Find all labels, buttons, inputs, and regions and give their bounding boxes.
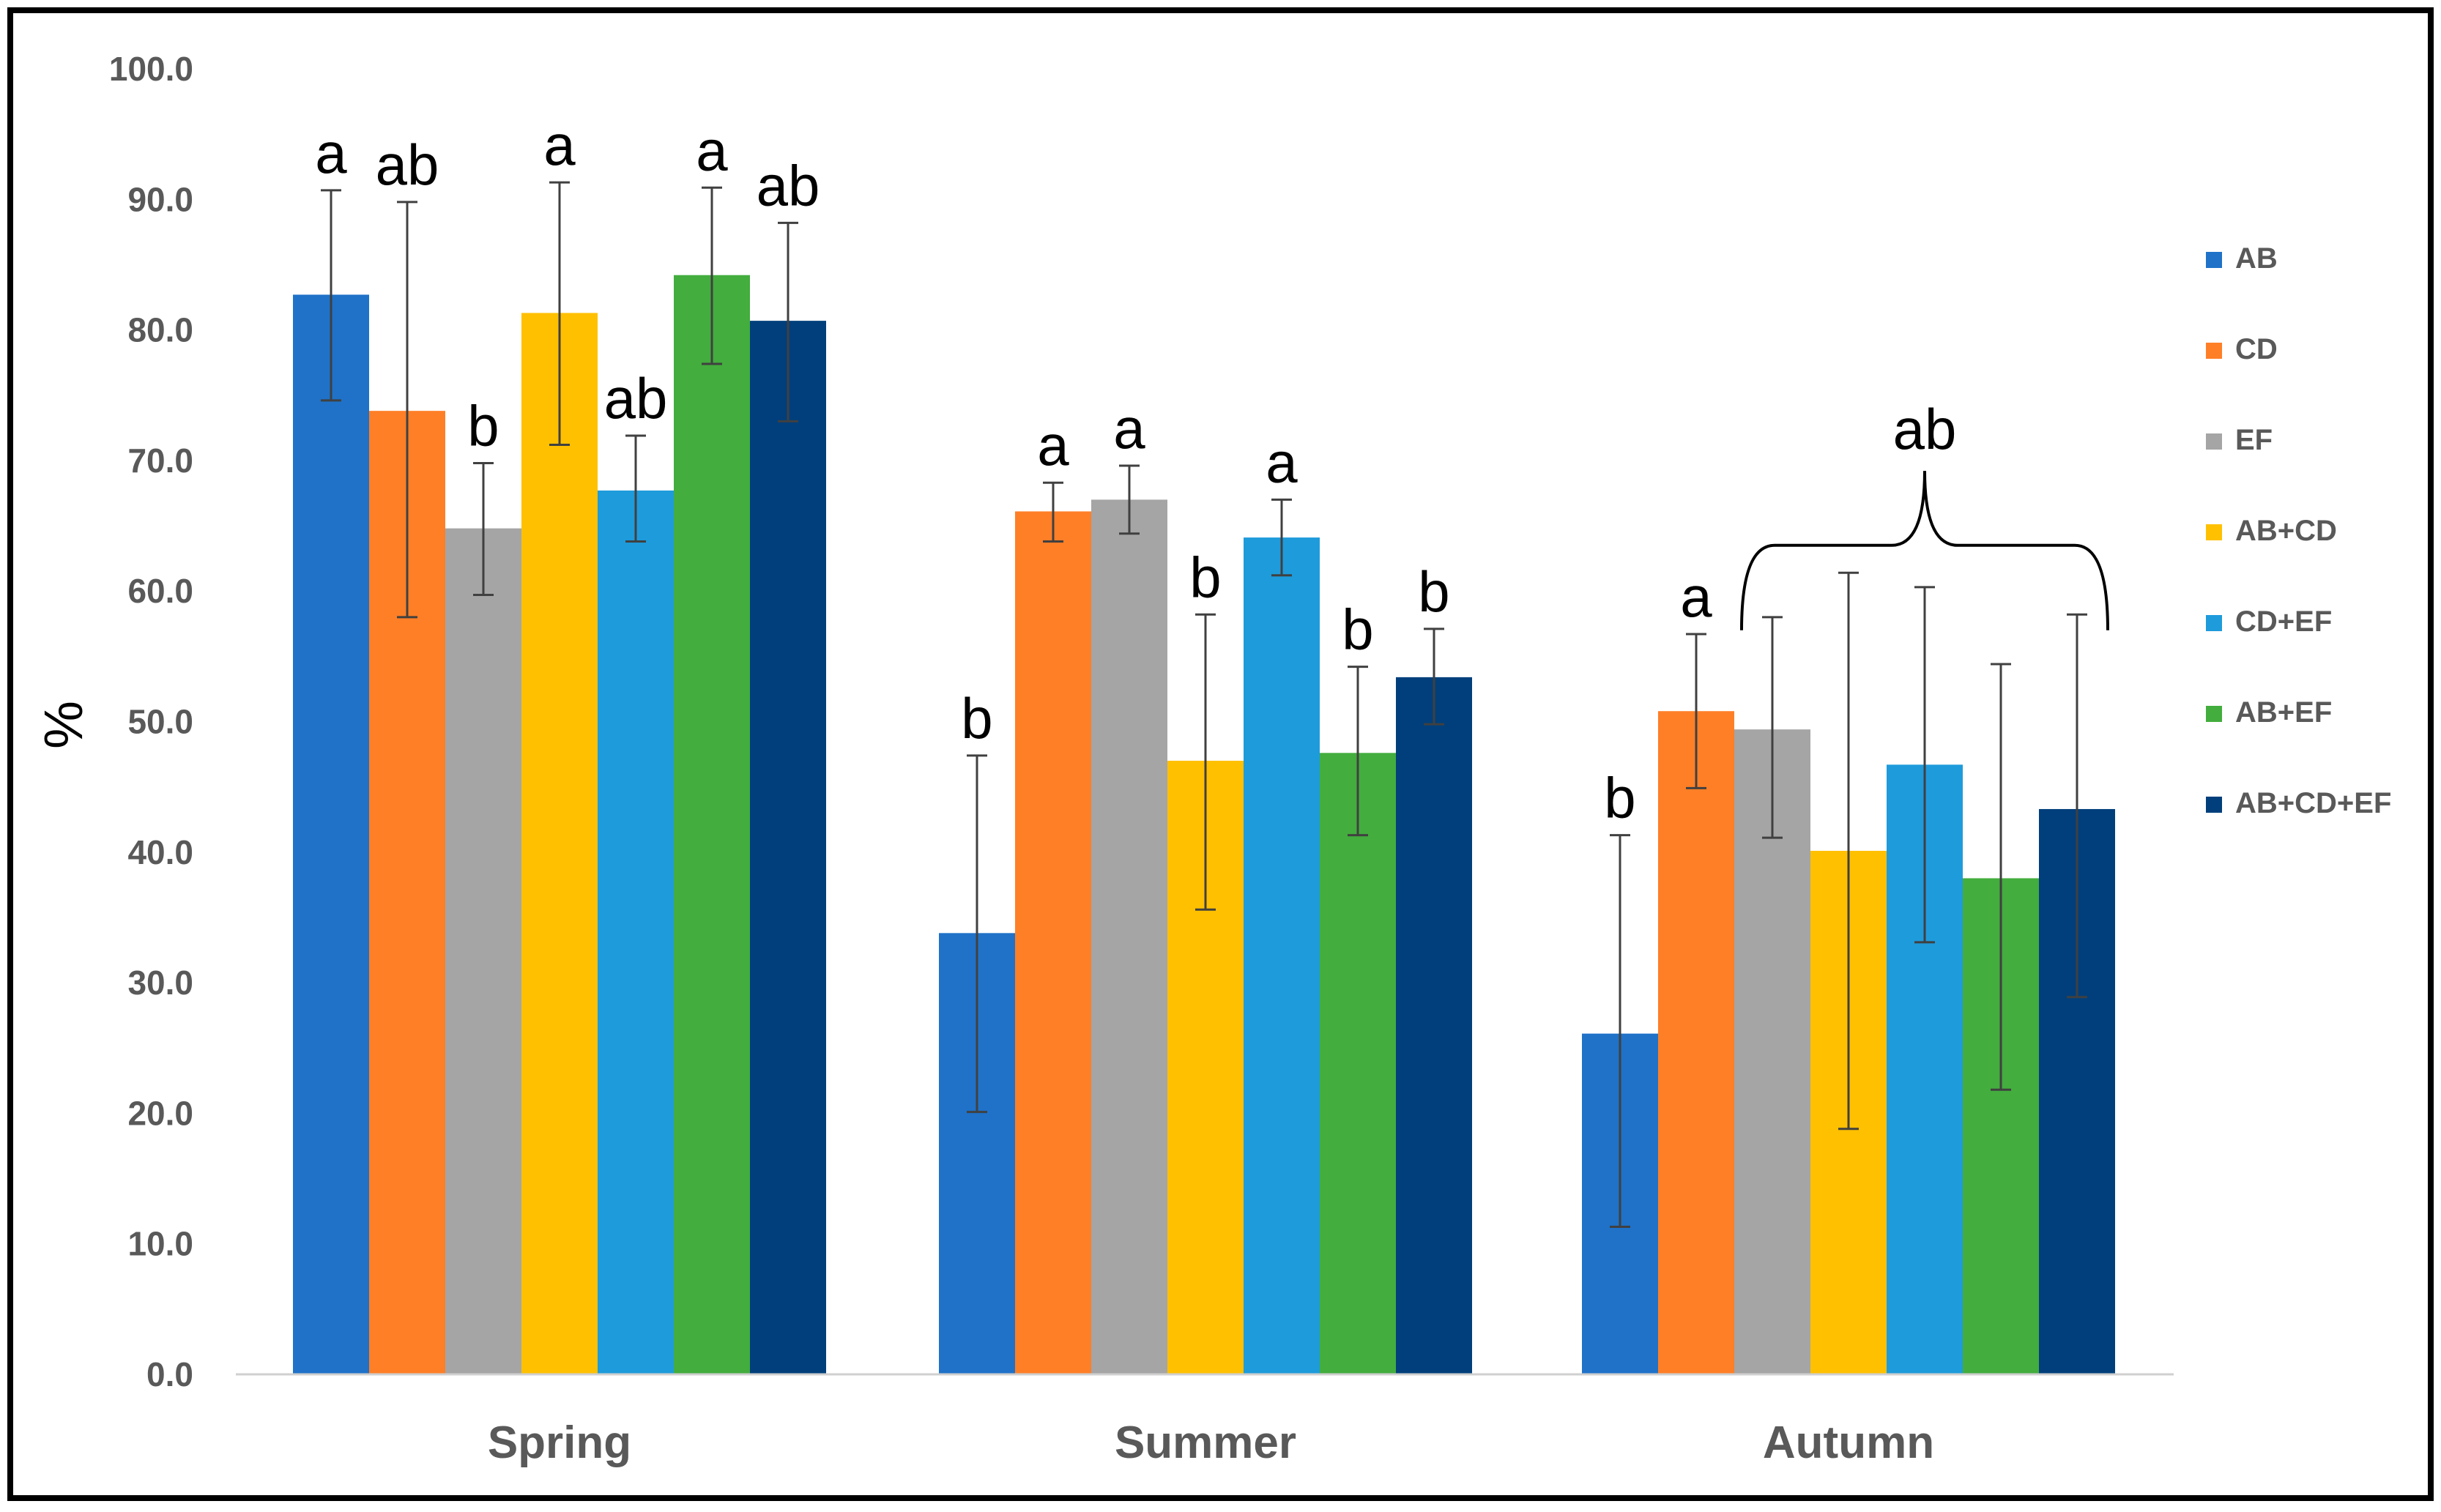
significance-letter: ab (604, 366, 668, 431)
bar (521, 313, 598, 1374)
y-axis-label: % (33, 701, 94, 749)
annotations: ab (1740, 397, 2109, 630)
bar (1658, 711, 1734, 1374)
error-bars (321, 181, 2087, 1229)
legend-label: AB+CD+EF (2235, 787, 2391, 819)
significance-letter: a (1680, 565, 1712, 629)
x-axis-labels: Spring Summer Autumn (488, 1418, 1934, 1468)
y-tick-label: 50.0 (127, 703, 193, 741)
bar (750, 321, 826, 1374)
error-bar (778, 221, 798, 422)
annotation-brace (1740, 471, 2109, 630)
error-bar (625, 434, 646, 543)
legend-label: EF (2235, 424, 2273, 456)
significance-letter: a (315, 121, 347, 185)
error-bar (967, 754, 987, 1114)
error-bar (473, 461, 494, 597)
error-bar (1991, 663, 2011, 1091)
significance-letter: b (1189, 545, 1221, 609)
significance-letter: ab (376, 133, 439, 197)
legend-swatch (2206, 797, 2222, 813)
significance-letter: a (543, 113, 576, 177)
error-bar (1424, 627, 1444, 726)
error-bar (2067, 613, 2087, 999)
bar (674, 275, 750, 1374)
significance-letter: a (1113, 396, 1145, 461)
significance-letter: b (1418, 559, 1449, 624)
legend-label: AB (2235, 242, 2278, 275)
bar (598, 490, 674, 1375)
significance-letter: b (961, 686, 992, 751)
error-bar (1914, 586, 1935, 944)
bar (1244, 537, 1320, 1375)
bars (293, 275, 2115, 1375)
y-tick-label: 100.0 (109, 50, 193, 88)
y-tick-label: 90.0 (127, 180, 193, 218)
significance-letter: ab (757, 153, 820, 217)
error-bar (549, 181, 570, 447)
legend-item: AB+CD+EF (2206, 787, 2391, 819)
legend-swatch (2206, 615, 2222, 631)
legend: AB CD EF AB+CD CD+EF AB+EF AB+CD+EF (2206, 242, 2391, 819)
error-bar (1043, 481, 1063, 543)
significance-letter: b (1604, 766, 1635, 830)
legend-swatch (2206, 252, 2222, 268)
y-tick-label: 40.0 (127, 833, 193, 871)
significance-letter: b (1342, 597, 1373, 662)
annotation-label: ab (1893, 397, 1957, 461)
legend-label: AB+CD (2235, 515, 2337, 547)
bar (1320, 753, 1396, 1374)
legend-swatch (2206, 524, 2222, 540)
legend-label: CD (2235, 333, 2278, 365)
legend-item: EF (2206, 424, 2273, 456)
error-bar (1838, 571, 1859, 1131)
significance-letter: a (1266, 430, 1298, 494)
x-category-label: Summer (1115, 1418, 1296, 1468)
y-tick-label: 70.0 (127, 442, 193, 480)
error-bar (1686, 633, 1706, 789)
legend-label: AB+EF (2235, 696, 2332, 729)
significance-letter: a (1037, 413, 1069, 477)
y-tick-label: 60.0 (127, 572, 193, 610)
legend-item: CD (2206, 333, 2278, 365)
error-bar (1271, 498, 1292, 577)
legend-swatch (2206, 433, 2222, 450)
y-tick-label: 20.0 (127, 1094, 193, 1132)
y-axis-ticks: 0.0 10.0 20.0 30.0 40.0 50.0 60.0 70.0 80.0 90.0 1… (109, 50, 193, 1393)
error-bar (1610, 834, 1630, 1229)
x-category-label: Autumn (1763, 1418, 1934, 1468)
error-bar (1195, 613, 1216, 911)
bar (1396, 677, 1472, 1374)
significance-letter: b (467, 393, 499, 458)
legend-item: AB+CD (2206, 515, 2337, 547)
significance-letter: a (696, 118, 728, 182)
bar (1091, 499, 1167, 1374)
legend-swatch (2206, 343, 2222, 359)
bar (1015, 511, 1091, 1374)
x-category-label: Spring (488, 1418, 631, 1468)
error-bar (397, 201, 417, 619)
y-tick-label: 30.0 (127, 964, 193, 1002)
legend-item: AB+EF (2206, 696, 2332, 729)
legend-item: AB (2206, 242, 2278, 275)
error-bar (702, 186, 722, 365)
legend-swatch (2206, 706, 2222, 722)
bar (445, 528, 521, 1375)
error-bar (1762, 616, 1783, 839)
error-bar (321, 189, 341, 402)
error-bar (1348, 666, 1368, 837)
y-tick-label: 80.0 (127, 311, 193, 349)
error-bar (1119, 464, 1140, 535)
y-tick-label: 0.0 (146, 1355, 193, 1393)
legend-label: CD+EF (2235, 606, 2332, 638)
legend-item: CD+EF (2206, 606, 2332, 638)
y-tick-label: 10.0 (127, 1225, 193, 1263)
bar (293, 294, 369, 1375)
